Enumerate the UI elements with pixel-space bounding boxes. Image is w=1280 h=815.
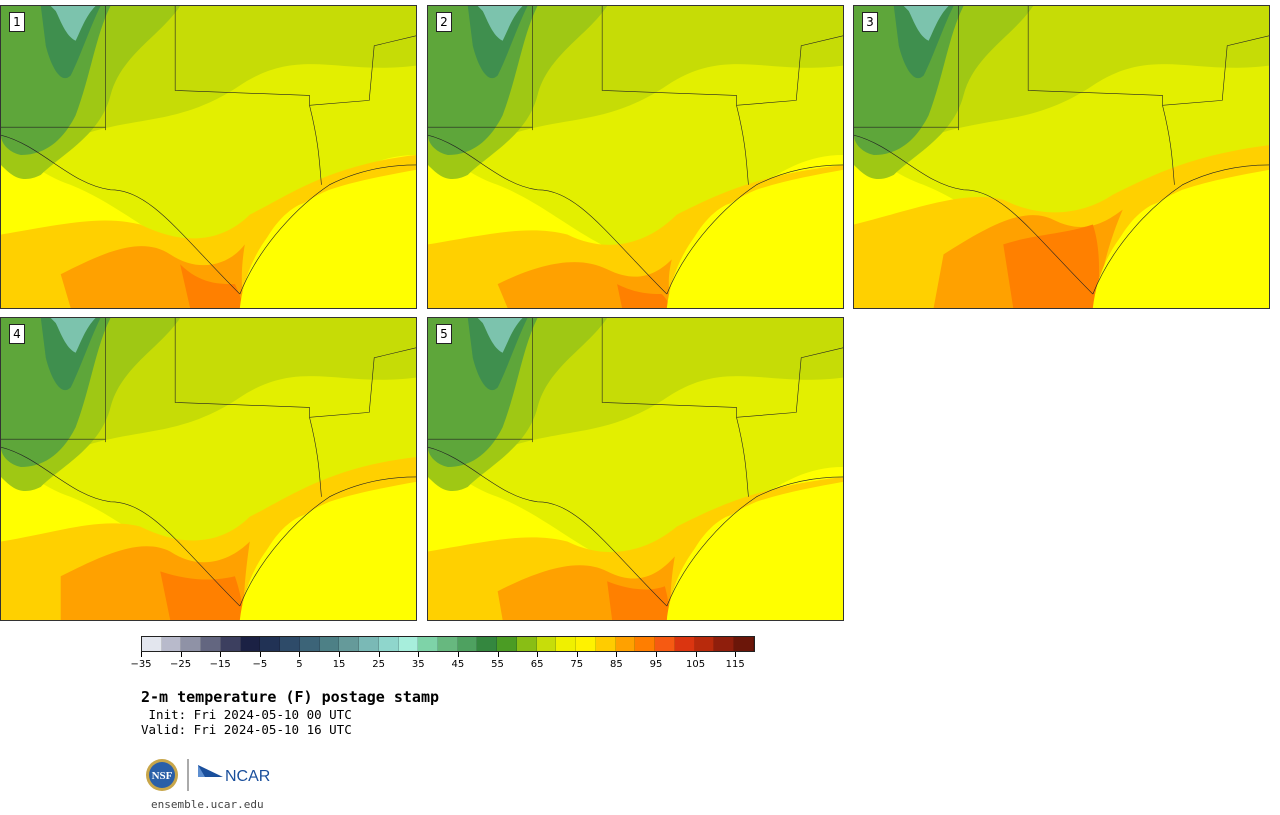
colorbar-cell <box>457 637 478 651</box>
temperature-map-4 <box>1 318 416 620</box>
colorbar-tick <box>180 652 182 657</box>
colorbar-cell <box>536 637 557 651</box>
nsf-ncar-logo: NSF NCAR <box>146 759 270 791</box>
colorbar-tick-label: 95 <box>649 659 663 670</box>
temperature-map-3 <box>854 6 1269 308</box>
map-panel-1: 1 <box>0 5 417 309</box>
colorbar-cell <box>477 637 498 651</box>
panel-number-5: 5 <box>436 324 452 344</box>
colorbar-cell <box>497 637 517 651</box>
map-panel-3: 3 <box>853 5 1270 309</box>
ncar-logo-text: NCAR <box>225 768 270 785</box>
colorbar-tick <box>378 652 380 657</box>
colorbar-tick-label: −5 <box>252 659 268 670</box>
colorbar-tick <box>220 652 222 657</box>
colorbar-cell <box>299 637 320 651</box>
colorbar-cell <box>161 637 182 651</box>
colorbar-tick-label: 75 <box>570 659 584 670</box>
colorbar-cell <box>556 637 577 651</box>
map-panel-5: 5 <box>427 317 844 621</box>
colorbar-tick-label: 15 <box>332 659 346 670</box>
colorbar-cell <box>220 637 241 651</box>
temperature-map-2 <box>428 6 843 308</box>
colorbar-tick <box>418 652 420 657</box>
colorbar-cell <box>418 637 439 651</box>
colorbar-tick <box>695 652 697 657</box>
colorbar-tick-label: 85 <box>609 659 623 670</box>
colorbar-tick <box>339 652 341 657</box>
map-panel-4: 4 <box>0 317 417 621</box>
website-url: ensemble.ucar.edu <box>151 798 264 811</box>
colorbar-cell <box>398 637 419 651</box>
map-panel-2: 2 <box>427 5 844 309</box>
colorbar-cell <box>655 637 675 651</box>
colorbar-cell <box>339 637 360 651</box>
colorbar-cell <box>319 637 340 651</box>
colorbar-tick-label: 45 <box>451 659 465 670</box>
colorbar-cell <box>516 637 537 651</box>
colorbar-cell <box>674 637 695 651</box>
panel-number-4: 4 <box>9 324 25 344</box>
logo-block: NSF NCAR <box>145 757 275 793</box>
colorbar-cell <box>378 637 399 651</box>
panel-number-2: 2 <box>436 12 452 32</box>
nsf-logo-text: NSF <box>152 770 173 782</box>
colorbar-tick <box>457 652 459 657</box>
colorbar-cell <box>615 637 636 651</box>
colorbar-cell <box>635 637 656 651</box>
colorbar-tick-label: −25 <box>170 659 192 670</box>
temperature-map-5 <box>428 318 843 620</box>
colorbar-tick-label: 25 <box>372 659 386 670</box>
colorbar-cell <box>714 637 735 651</box>
colorbar-tick <box>141 652 142 657</box>
colorbar-tick <box>576 652 578 657</box>
colorbar-tick <box>735 652 737 657</box>
colorbar-tick-label: 5 <box>296 659 303 670</box>
colorbar-cell <box>142 637 162 651</box>
colorbar-tick <box>497 652 499 657</box>
panel-number-3: 3 <box>862 12 878 32</box>
colorbar-cell <box>280 637 300 651</box>
colorbar-ticks: −35 −25 −15 −5 5 15 25 35 45 55 65 75 85 95 105 115 <box>130 652 755 672</box>
colorbar-tick-label: 55 <box>491 659 504 670</box>
temperature-colorbar <box>141 636 755 652</box>
colorbar-tick <box>259 652 261 657</box>
colorbar-tick-label: 115 <box>725 659 745 670</box>
colorbar-cell <box>240 637 261 651</box>
colorbar-tick <box>537 652 539 657</box>
colorbar-cell <box>694 637 715 651</box>
colorbar-cell <box>595 637 616 651</box>
valid-time: Valid: Fri 2024-05-10 16 UTC <box>141 722 352 737</box>
colorbar-tick-label: 65 <box>530 659 544 670</box>
colorbar-tick <box>655 652 657 657</box>
colorbar-tick-label: 35 <box>411 659 425 670</box>
colorbar-cell <box>201 637 221 651</box>
colorbar-tick <box>616 652 618 657</box>
colorbar-cell <box>260 637 281 651</box>
colorbar-tick-label: −35 <box>130 659 152 670</box>
init-time: Init: Fri 2024-05-10 00 UTC <box>141 707 352 722</box>
colorbar-cell <box>438 637 458 651</box>
colorbar-cell <box>734 637 754 651</box>
colorbar-tick-label: −15 <box>209 659 231 670</box>
plot-title: 2-m temperature (F) postage stamp <box>141 688 440 706</box>
colorbar-cell <box>181 637 202 651</box>
temperature-map-1 <box>1 6 416 308</box>
colorbar-tick-label: 105 <box>686 659 706 670</box>
colorbar-cell <box>359 637 379 651</box>
panel-number-1: 1 <box>9 12 25 32</box>
colorbar-tick <box>299 652 301 657</box>
colorbar-cell <box>576 637 596 651</box>
